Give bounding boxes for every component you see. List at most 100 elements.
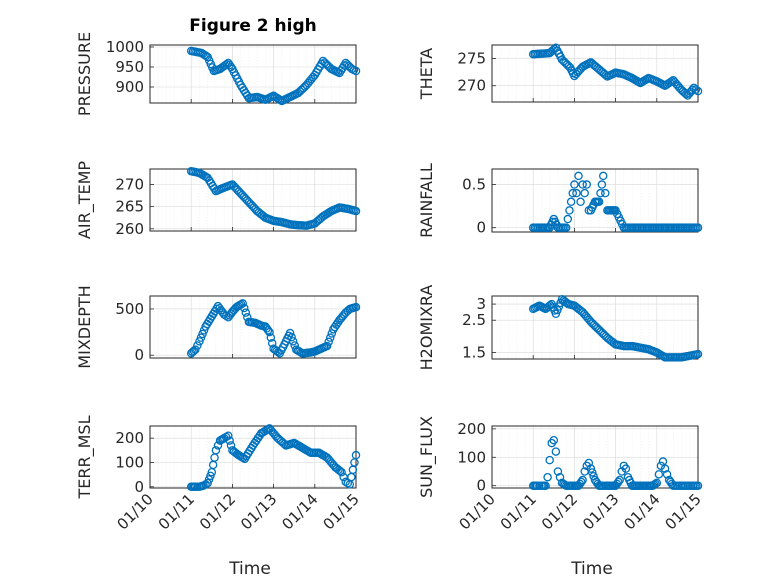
- y-axis-label: PRESSURE: [75, 32, 94, 116]
- y-tick-label: 1000: [106, 38, 144, 56]
- data-point: [693, 223, 703, 232]
- data-point-interp: [288, 337, 298, 346]
- x-axis-label: Time: [228, 559, 271, 579]
- data-point: [580, 188, 589, 198]
- data-series-pressure: [186, 46, 361, 106]
- data-point: [322, 341, 332, 351]
- data-point-interp: [193, 341, 202, 350]
- x-tick-label: 01/15: [320, 490, 363, 533]
- x-tick-label: 01/11: [497, 490, 540, 533]
- data-point-interp: [588, 468, 597, 477]
- data-point: [654, 470, 664, 479]
- y-tick-label: 500: [115, 300, 144, 318]
- data-point-interp: [225, 436, 234, 445]
- data-point-interp: [596, 188, 605, 198]
- data-point-interp: [597, 180, 607, 189]
- y-axis-label: AIR_TEMP: [75, 161, 95, 239]
- y-tick-label: 900: [115, 78, 144, 96]
- y-tick-label: 265: [115, 198, 144, 216]
- y-axis-label: H2OMIXRA: [417, 285, 436, 371]
- data-point: [553, 467, 563, 476]
- figure-title: Figure 2 high: [189, 16, 317, 36]
- plot-area: [149, 168, 357, 232]
- x-tick-label: 01/13: [579, 490, 622, 533]
- data-point-interp: [568, 188, 578, 198]
- data-point: [586, 464, 596, 473]
- y-axis-label: SUN_FLUX: [417, 416, 437, 498]
- y-tick-label: 0: [476, 219, 486, 237]
- y-tick-label: 200: [115, 429, 144, 447]
- plot-area: [491, 44, 699, 103]
- data-point: [203, 478, 212, 488]
- data-point: [549, 435, 559, 445]
- plot-area: [491, 295, 699, 360]
- y-tick-label: 0.5: [462, 176, 486, 194]
- data-point: [351, 206, 361, 216]
- axes-theta: 275 270 THETA: [417, 43, 703, 103]
- data-series-h2omixra: [528, 294, 703, 362]
- data-point: [541, 481, 550, 490]
- y-tick-label: 100: [457, 448, 486, 466]
- data-point-interp: [614, 477, 623, 487]
- data-point-interp: [563, 214, 573, 224]
- y-tick-label: 950: [115, 58, 144, 76]
- data-point: [598, 171, 608, 181]
- data-point: [693, 86, 703, 96]
- data-point: [285, 328, 295, 338]
- data-point-interp: [651, 479, 660, 489]
- data-point: [576, 197, 585, 207]
- x-tick-label: 01/10: [114, 490, 157, 533]
- x-tick-label: 01/15: [662, 490, 705, 533]
- axes-rainfall: 0.5 0 RAINFALL: [417, 163, 703, 238]
- data-point: [551, 447, 561, 456]
- data-point-interp: [325, 333, 335, 342]
- data-point-interp: [188, 347, 197, 357]
- axes-border: [491, 295, 699, 360]
- data-point: [191, 345, 200, 354]
- y-tick-label: 270: [115, 176, 144, 194]
- data-point: [578, 475, 587, 485]
- axes-border: [149, 425, 357, 489]
- data-point-interp: [688, 85, 697, 95]
- y-axis-label: TERR_MSL: [75, 415, 95, 499]
- data-point-interp: [601, 188, 610, 198]
- data-point-interp: [577, 477, 586, 487]
- axes-border: [149, 168, 357, 232]
- axes-border: [491, 44, 699, 103]
- axes-air_temp: 270 265 260 AIR_TEMP: [75, 161, 361, 239]
- data-point-interp: [206, 471, 215, 481]
- data-point: [351, 302, 361, 312]
- axes-border: [491, 168, 699, 233]
- data-series-air_temp: [186, 166, 361, 230]
- data-point: [224, 431, 233, 440]
- axes-pressure: 1000 950 900 PRESSURE Figure 2 high: [75, 16, 361, 116]
- data-point-interp: [287, 332, 296, 342]
- data-series-theta: [528, 43, 703, 100]
- data-point: [615, 475, 624, 485]
- data-point-interp: [204, 475, 214, 484]
- y-tick-label: 3: [476, 295, 486, 313]
- data-point-interp: [241, 308, 251, 317]
- data-point-interp: [267, 338, 277, 348]
- data-series-rainfall: [528, 171, 703, 232]
- data-point: [238, 299, 247, 308]
- y-tick-label: 0: [134, 346, 144, 364]
- x-tick-label: 01/13: [237, 490, 280, 533]
- data-point: [337, 467, 346, 477]
- data-point-interp: [324, 337, 333, 347]
- data-point: [584, 458, 594, 468]
- data-point: [578, 180, 587, 189]
- data-point: [660, 464, 670, 473]
- data-point-interp: [555, 472, 565, 482]
- axes-border: [491, 425, 699, 489]
- data-point-interp: [565, 206, 574, 215]
- y-tick-label: 0: [476, 477, 486, 495]
- data-point-interp: [266, 333, 276, 342]
- x-tick-label: 01/10: [456, 490, 499, 533]
- data-point: [351, 66, 361, 76]
- data-series-sun_flux: [528, 435, 703, 490]
- data-point-interp: [335, 466, 345, 476]
